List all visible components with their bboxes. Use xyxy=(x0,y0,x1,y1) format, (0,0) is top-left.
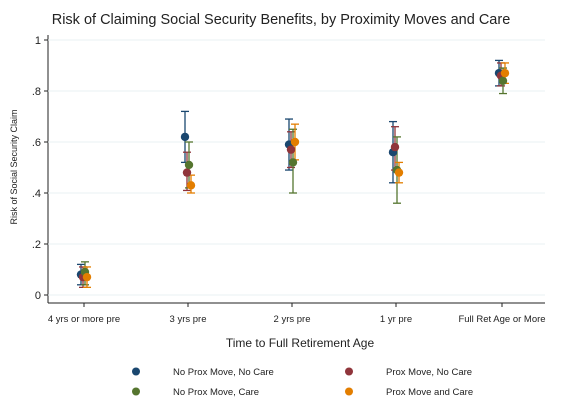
data-point xyxy=(500,68,510,78)
series-2-points xyxy=(78,71,506,282)
legend-marker xyxy=(345,367,353,376)
legend-label: Prox Move and Care xyxy=(386,387,473,398)
x-tick-label: Full Ret Age or More xyxy=(458,314,545,325)
legend-label: Prox Move, No Care xyxy=(386,367,472,378)
x-ticks: 4 yrs or more pre 3 yrs pre 2 yrs pre 1 yr … xyxy=(48,303,546,325)
chart-title: Risk of Claiming Social Security Benefit… xyxy=(52,12,511,28)
y-tick-label: .8 xyxy=(32,86,41,98)
gridlines xyxy=(48,39,545,296)
y-tick-label: 1 xyxy=(35,35,41,47)
x-tick-label: 2 yrs pre xyxy=(274,314,311,325)
series-4-points xyxy=(82,68,510,282)
data-point xyxy=(394,168,404,177)
y-tick-label: .6 xyxy=(32,137,41,149)
data-point xyxy=(82,272,92,282)
data-point xyxy=(182,168,192,177)
data-point xyxy=(180,132,190,142)
data-point xyxy=(290,137,300,147)
series-1 xyxy=(77,59,503,286)
data-point xyxy=(390,142,400,152)
y-tick-label: .2 xyxy=(32,239,41,251)
series-1-points xyxy=(76,68,504,279)
y-ticks: 0 .2 .4 .6 .8 1 xyxy=(32,35,48,302)
data-point xyxy=(286,145,296,154)
legend-item: No Prox Move, No Care xyxy=(132,367,274,378)
legend: No Prox Move, No Care Prox Move, No Care N… xyxy=(132,367,473,398)
legend-marker xyxy=(132,367,140,376)
y-tick-label: .4 xyxy=(32,188,41,200)
series-3 xyxy=(81,67,507,286)
data-point xyxy=(498,76,508,86)
data-point xyxy=(186,181,196,190)
series-4 xyxy=(83,62,509,289)
legend-marker xyxy=(345,387,353,396)
series-2 xyxy=(79,62,505,289)
y-tick-label: 0 xyxy=(35,290,41,302)
legend-label: No Prox Move, No Care xyxy=(173,367,274,378)
legend-label: No Prox Move, Care xyxy=(173,387,259,398)
y-axis-label: Risk of Social Security Claim xyxy=(9,109,19,224)
series-3-points xyxy=(80,76,508,277)
x-tick-label: 3 yrs pre xyxy=(170,314,207,325)
data-point xyxy=(184,160,194,170)
x-tick-label: 1 yr pre xyxy=(380,314,412,325)
legend-item: Prox Move and Care xyxy=(345,387,473,398)
data-points xyxy=(76,59,510,289)
x-tick-label: 4 yrs or more pre xyxy=(48,314,120,325)
data-point xyxy=(288,158,298,167)
legend-item: No Prox Move, Care xyxy=(132,387,259,398)
x-axis-label: Time to Full Retirement Age xyxy=(226,336,375,350)
legend-marker xyxy=(132,387,140,396)
legend-item: Prox Move, No Care xyxy=(345,367,472,378)
